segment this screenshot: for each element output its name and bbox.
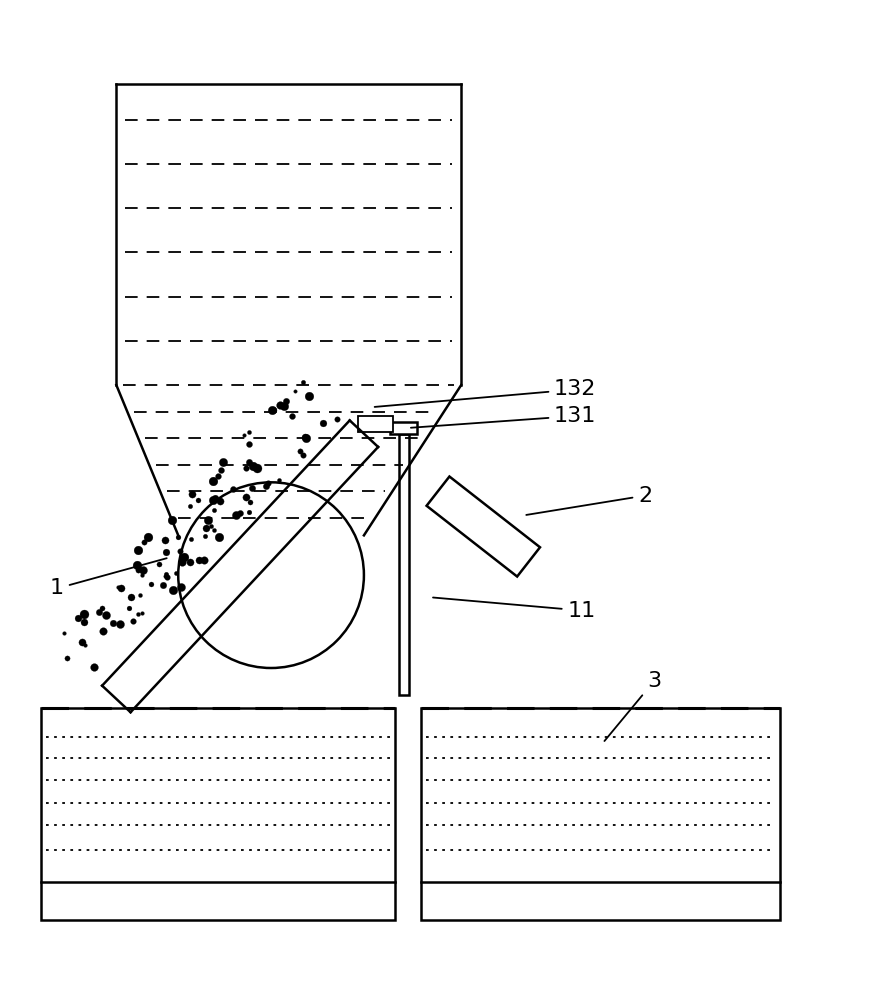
- Text: 1: 1: [50, 558, 167, 598]
- Text: 3: 3: [603, 671, 660, 741]
- Text: 132: 132: [374, 379, 595, 407]
- Bar: [421, 708, 779, 920]
- Bar: [399, 434, 408, 695]
- Text: 2: 2: [525, 486, 651, 515]
- Text: 11: 11: [432, 598, 595, 621]
- Bar: [41, 708, 394, 920]
- Bar: [357, 416, 392, 432]
- Bar: [390, 422, 416, 434]
- Text: 131: 131: [410, 406, 595, 428]
